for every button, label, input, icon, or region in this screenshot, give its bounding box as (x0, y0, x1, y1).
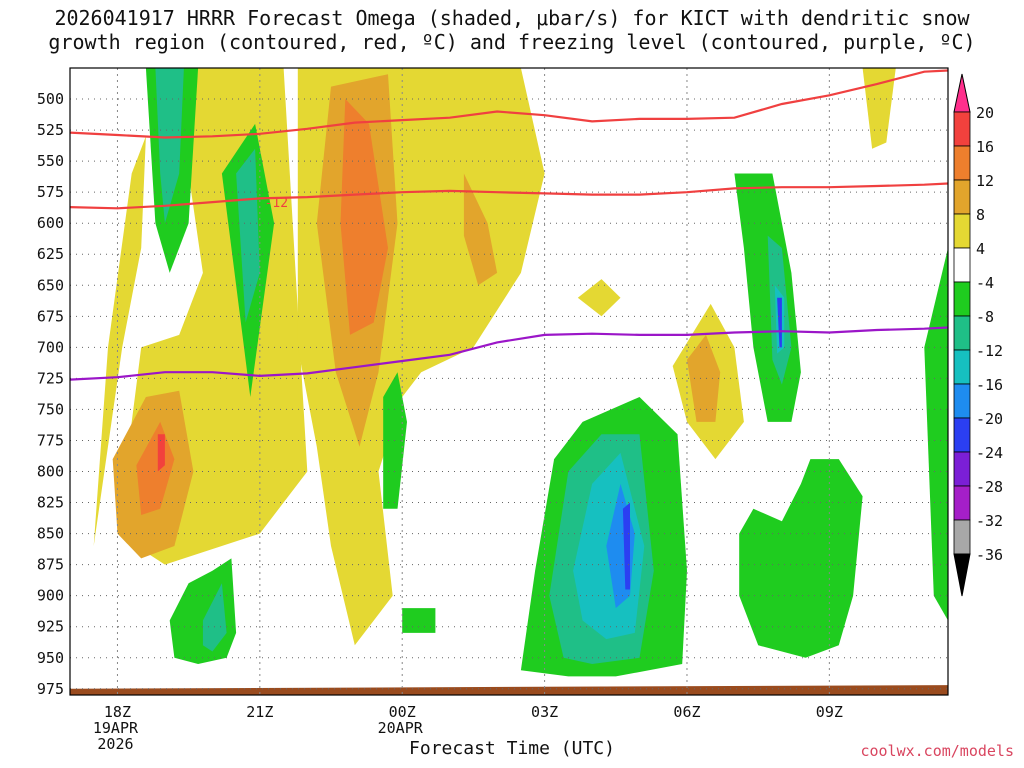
omega-region-31 (924, 248, 948, 621)
colorbar-bottom-arrow (953, 553, 971, 597)
y-tick-label: 825 (37, 494, 64, 512)
colorbar-box (953, 519, 971, 555)
title-line-1: 2026041917 HRRR Forecast Omega (shaded, … (54, 6, 970, 30)
y-tick-label: 675 (37, 307, 64, 325)
colorbar-box (953, 247, 971, 283)
x-tick-label: 18Z (104, 703, 131, 721)
omega-region-4 (340, 99, 388, 335)
y-tick-label: 800 (37, 463, 64, 481)
omega-region-12 (577, 279, 621, 317)
colorbar-box (953, 451, 971, 487)
omega-region-23 (622, 502, 630, 590)
colorbar-box (953, 213, 971, 249)
colorbar-box (953, 145, 971, 181)
y-tick-label: 900 (37, 587, 64, 605)
colorbar-label: -20 (976, 410, 1003, 428)
colorbar-label: -8 (976, 308, 994, 326)
y-tick-label: 775 (37, 431, 64, 449)
omega-region-18 (402, 608, 436, 633)
x-tick-label: 21Z (246, 703, 273, 721)
omega-region-17 (383, 372, 407, 509)
chart-title: 2026041917 HRRR Forecast Omega (shaded, … (0, 6, 1024, 54)
omega-region-15 (155, 68, 184, 224)
plot-area: -12 (70, 68, 948, 695)
omega-region-7 (157, 434, 165, 472)
contour-dgz_minus18 (70, 69, 948, 139)
y-tick-label: 750 (37, 400, 64, 418)
y-tick-label: 850 (37, 525, 64, 543)
omega-region-30 (202, 583, 227, 652)
colorbar-label: -32 (976, 512, 1003, 530)
colorbar-label: -16 (976, 376, 1003, 394)
y-tick-label: 700 (37, 338, 64, 356)
omega-region-8 (463, 173, 498, 286)
x-tick-label: 09Z (816, 703, 843, 721)
colorbar-box (953, 179, 971, 215)
y-tick-label: 600 (37, 214, 64, 232)
omega-region-16 (236, 148, 260, 323)
y-tick-label: 550 (37, 152, 64, 170)
colorbar-label: 4 (976, 240, 985, 258)
colorbar-label: -12 (976, 342, 1003, 360)
colorbar-label: 8 (976, 206, 985, 224)
x-tick-label: 06Z (673, 703, 700, 721)
x-tick-sublabel: 20APR (378, 719, 424, 737)
x-tick-label: 03Z (531, 703, 558, 721)
contour-dgz_minus12 (70, 182, 948, 210)
colorbar-top-arrow (953, 73, 971, 113)
colorbar-label: 12 (976, 172, 994, 190)
contour-label: -12 (265, 196, 288, 211)
colorbar-label: 20 (976, 104, 994, 122)
colorbar-box (953, 383, 971, 419)
title-line-2: growth region (contoured, red, ºC) and f… (48, 30, 976, 54)
y-tick-label: 625 (37, 245, 64, 263)
colorbar-label: -4 (976, 274, 994, 292)
colorbar-box (953, 485, 971, 521)
x-tick-label: 00Z (389, 703, 416, 721)
x-axis-label: Forecast Time (UTC) (409, 738, 615, 759)
y-tick-label: 950 (37, 649, 64, 667)
omega-region-28 (739, 459, 863, 658)
colorbar-label: -24 (976, 444, 1003, 462)
y-tick-label: 925 (37, 618, 64, 636)
y-tick-label: 725 (37, 369, 64, 387)
colorbar-label: 16 (976, 138, 994, 156)
y-tick-label: 575 (37, 183, 64, 201)
colorbar-box (953, 417, 971, 453)
colorbar-label: -36 (976, 546, 1003, 564)
omega-region-9 (862, 68, 896, 149)
y-tick-label: 650 (37, 276, 64, 294)
colorbar-label: -28 (976, 478, 1003, 496)
contour-freezing_level (70, 326, 948, 381)
omega-region-27 (777, 297, 782, 348)
y-tick-label: 500 (37, 90, 64, 108)
colorbar-box (953, 315, 971, 351)
y-tick-label: 525 (37, 121, 64, 139)
credit-link[interactable]: coolwx.com/models (860, 742, 1014, 760)
x-tick-sublabel: 19APR (93, 719, 139, 737)
ground-surface (70, 685, 948, 695)
omega-region-2 (93, 136, 146, 547)
y-tick-label: 975 (37, 680, 64, 698)
x-tick-sublabel: 2026 (97, 735, 133, 753)
colorbar-box (953, 349, 971, 385)
y-tick-label: 875 (37, 556, 64, 574)
plot-frame (69, 67, 949, 696)
colorbar-box (953, 281, 971, 317)
colorbar-box (953, 111, 971, 147)
omega-region-11 (687, 334, 721, 422)
